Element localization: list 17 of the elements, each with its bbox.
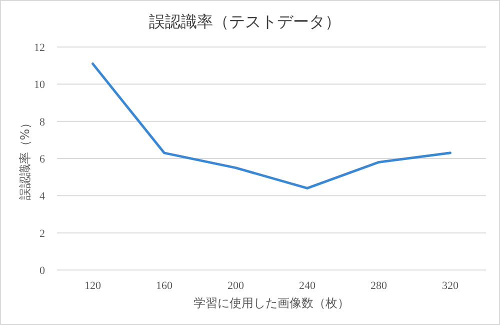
- y-tick-label: 0: [40, 265, 46, 277]
- x-tick-label: 120: [84, 280, 102, 292]
- x-tick-label: 280: [370, 280, 388, 292]
- y-tick-label: 12: [34, 42, 45, 54]
- y-axis-title: 誤認識率（%）: [18, 116, 32, 200]
- y-tick-label: 4: [40, 190, 46, 203]
- x-tick-label: 240: [299, 280, 316, 292]
- y-tick-label: 10: [34, 79, 46, 92]
- x-tick-label: 200: [228, 280, 244, 292]
- y-tick-label: 2: [40, 228, 45, 240]
- y-tick-label: 8: [40, 116, 46, 128]
- chart-title: 誤認識率（テストデータ）: [149, 12, 341, 31]
- x-axis-title: 学習に使用した画像数（枚）: [194, 296, 350, 310]
- line-series: [92, 62, 452, 190]
- x-tick-label: 160: [156, 280, 173, 292]
- y-tick-label: 6: [40, 154, 46, 166]
- x-tick-label: 320: [442, 280, 459, 292]
